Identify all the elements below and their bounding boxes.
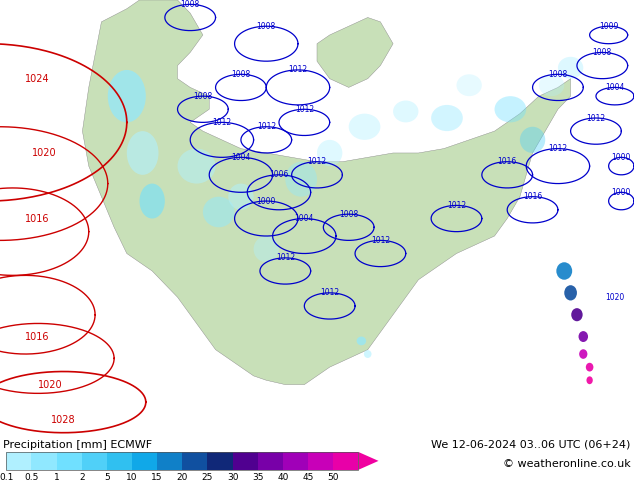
Text: 2: 2 [79,473,84,482]
Ellipse shape [578,331,588,342]
Text: © weatheronline.co.uk: © weatheronline.co.uk [503,459,631,468]
Ellipse shape [364,350,372,358]
Ellipse shape [558,57,583,79]
Ellipse shape [456,74,482,96]
Text: 1000: 1000 [257,196,276,206]
Text: 1012: 1012 [586,114,605,122]
Ellipse shape [571,308,583,321]
Polygon shape [317,18,393,87]
Text: 1012: 1012 [212,118,231,127]
Text: 1: 1 [54,473,60,482]
Ellipse shape [586,376,593,384]
Bar [308,452,333,470]
Text: 1006: 1006 [269,171,288,179]
Text: 1004: 1004 [231,153,250,162]
Text: Precipitation [mm] ECMWF: Precipitation [mm] ECMWF [3,440,152,450]
Text: 1012: 1012 [257,122,276,131]
Bar [107,452,132,470]
Text: 1020: 1020 [38,380,63,390]
Text: 1000: 1000 [612,188,631,197]
Text: 25: 25 [202,473,213,482]
Bar [283,452,308,470]
Text: 1008: 1008 [593,48,612,57]
Bar [6,452,32,470]
Text: 20: 20 [177,473,188,482]
Polygon shape [82,0,571,385]
Text: 1016: 1016 [498,157,517,166]
Ellipse shape [393,100,418,122]
FancyArrow shape [358,452,378,470]
Ellipse shape [139,184,165,219]
Text: 1012: 1012 [447,201,466,210]
Text: 1012: 1012 [288,66,307,74]
Ellipse shape [356,337,366,345]
Ellipse shape [520,127,545,153]
Text: 50: 50 [327,473,339,482]
Text: 1012: 1012 [295,105,314,114]
Text: 30: 30 [227,473,238,482]
Text: 45: 45 [302,473,314,482]
Bar [132,452,157,470]
Text: 15: 15 [152,473,163,482]
Bar [333,452,358,470]
Bar [233,452,257,470]
Bar [257,452,283,470]
Text: 1020: 1020 [605,293,624,302]
Text: 1008: 1008 [548,70,567,79]
Ellipse shape [495,96,526,122]
Ellipse shape [285,162,317,196]
Text: 1024: 1024 [25,74,50,84]
Text: 1004: 1004 [605,83,624,92]
Ellipse shape [564,285,577,300]
Ellipse shape [254,236,279,262]
Text: 1008: 1008 [339,210,358,219]
Text: 1012: 1012 [307,157,327,166]
Text: 1008: 1008 [257,22,276,31]
Text: 40: 40 [277,473,288,482]
Bar [183,452,207,470]
Ellipse shape [178,148,216,184]
Text: 1009: 1009 [599,22,618,31]
Ellipse shape [317,140,342,166]
Ellipse shape [228,184,254,210]
Text: 1008: 1008 [231,70,250,79]
Text: 1012: 1012 [320,288,339,297]
Ellipse shape [557,262,572,280]
Text: 1008: 1008 [193,92,212,100]
Text: 1016: 1016 [523,192,542,201]
Text: 1016: 1016 [25,214,50,223]
Bar [32,452,56,470]
Bar [207,452,233,470]
Text: 1016: 1016 [25,332,50,342]
Text: 1012: 1012 [371,236,390,245]
Text: We 12-06-2024 03..06 UTC (06+24): We 12-06-2024 03..06 UTC (06+24) [432,440,631,450]
Text: 1020: 1020 [32,148,56,158]
Text: 1012: 1012 [276,253,295,262]
Text: 0.5: 0.5 [24,473,39,482]
Text: 10: 10 [126,473,138,482]
Bar [56,452,82,470]
Ellipse shape [203,196,235,227]
Text: 1000: 1000 [612,153,631,162]
Text: 1012: 1012 [548,144,567,153]
Text: 1004: 1004 [295,214,314,223]
Ellipse shape [539,74,564,96]
Text: 0.1: 0.1 [0,473,13,482]
Ellipse shape [586,363,593,371]
Text: 1008: 1008 [181,0,200,9]
Text: 35: 35 [252,473,263,482]
Ellipse shape [349,114,380,140]
Text: 5: 5 [104,473,110,482]
Text: 1028: 1028 [51,415,75,425]
Bar [82,452,107,470]
Bar [157,452,183,470]
Bar [6,452,358,470]
Ellipse shape [431,105,463,131]
Ellipse shape [579,349,587,359]
Ellipse shape [108,70,146,122]
Ellipse shape [127,131,158,175]
